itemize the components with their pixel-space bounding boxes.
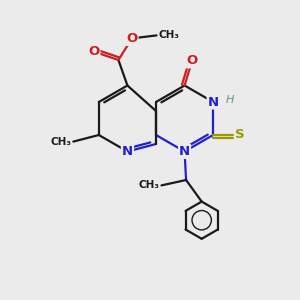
Text: CH₃: CH₃ [138,180,159,190]
Text: CH₃: CH₃ [50,136,71,147]
Text: N: N [122,145,133,158]
Text: O: O [88,45,99,58]
Text: H: H [226,94,234,105]
Text: N: N [208,95,219,109]
Text: CH₃: CH₃ [159,30,180,40]
Text: S: S [235,128,244,142]
Text: N: N [179,145,190,158]
Text: O: O [126,32,137,45]
Text: O: O [187,54,198,68]
